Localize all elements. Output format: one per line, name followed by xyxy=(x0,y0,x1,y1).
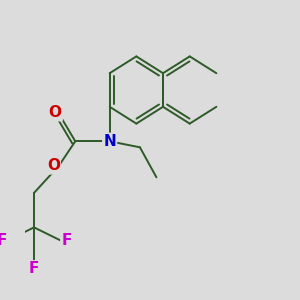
Text: F: F xyxy=(29,261,39,276)
Text: F: F xyxy=(0,233,7,248)
Text: O: O xyxy=(49,105,62,120)
Text: N: N xyxy=(103,134,116,149)
Text: O: O xyxy=(47,158,60,173)
Text: F: F xyxy=(61,233,72,248)
